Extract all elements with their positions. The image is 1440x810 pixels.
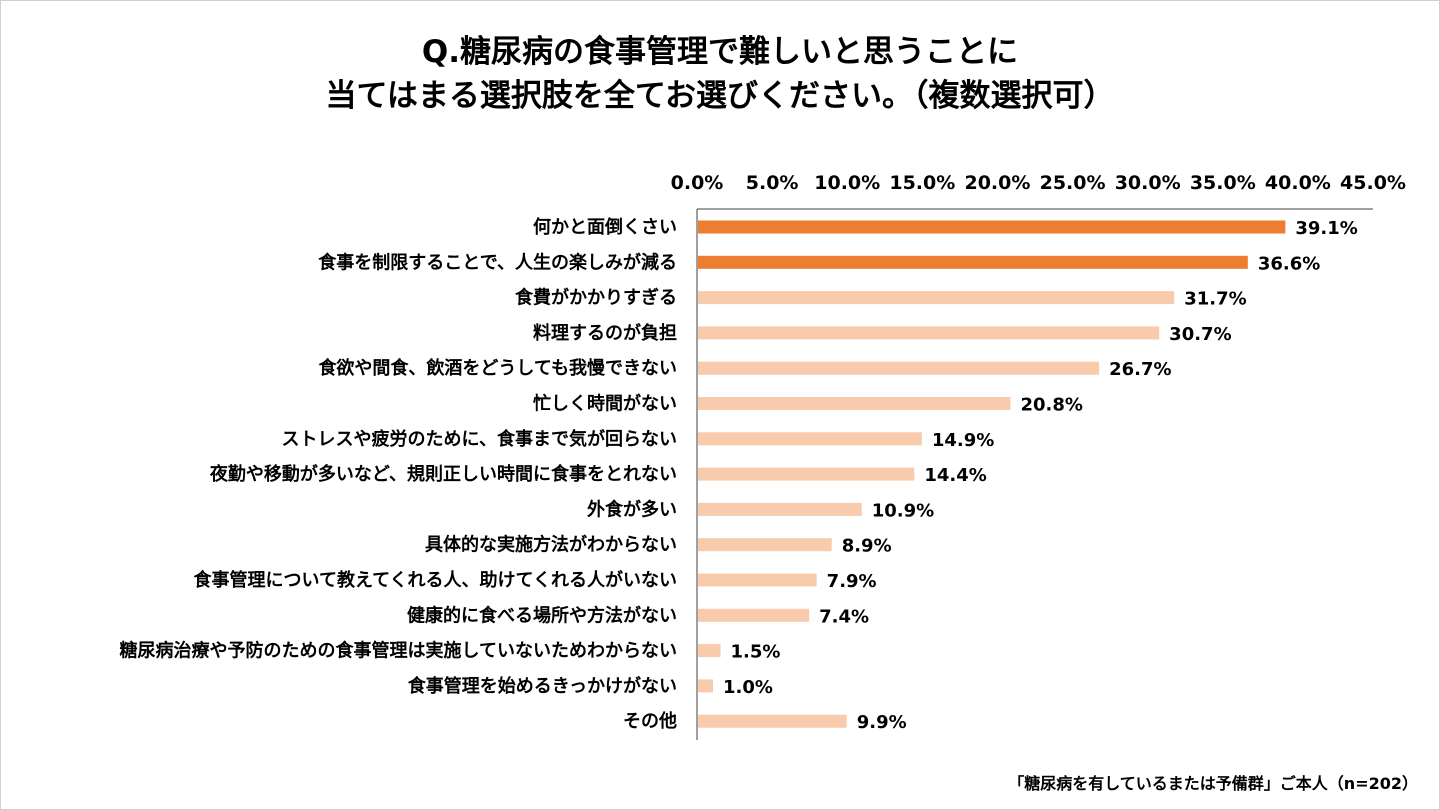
category-label: 忙しく時間がない — [533, 393, 677, 415]
bar — [698, 255, 1248, 269]
value-label: 30.7% — [1169, 324, 1231, 345]
category-label: 具体的な実施方法がわからない — [425, 534, 677, 556]
value-label: 7.9% — [827, 571, 877, 592]
value-label: 1.0% — [723, 677, 773, 698]
category-label: 何かと面倒くさい — [533, 216, 677, 238]
value-label: 9.9% — [857, 712, 907, 733]
bar — [698, 361, 1100, 375]
bar — [698, 573, 817, 587]
bar — [698, 679, 714, 693]
category-label: 外食が多い — [587, 498, 677, 520]
bar — [698, 432, 922, 446]
value-label: 1.5% — [731, 642, 781, 663]
category-label: 料理するのが負担 — [533, 322, 677, 344]
value-label: 10.9% — [872, 500, 934, 521]
value-label: 36.6% — [1258, 253, 1320, 274]
category-label: 食欲や間食、飲酒をどうしても我慢できない — [317, 357, 677, 379]
x-tick-label: 5.0% — [746, 172, 799, 194]
bar — [698, 644, 721, 658]
title-line-1: Q.糖尿病の食事管理で難しいと思うことに — [421, 34, 1019, 70]
x-tick-label: 30.0% — [1115, 172, 1181, 194]
x-tick-label: 0.0% — [671, 172, 724, 194]
value-label: 26.7% — [1109, 359, 1171, 380]
bar — [698, 467, 915, 481]
value-label: 7.4% — [819, 606, 869, 627]
value-label: 20.8% — [1020, 395, 1082, 416]
x-tick-label: 40.0% — [1265, 172, 1331, 194]
x-tick-label: 10.0% — [814, 172, 880, 194]
title-line-2: 当てはまる選択肢を全てお選びください。（複数選択可） — [325, 78, 1115, 114]
bar — [698, 326, 1160, 340]
chart-title: Q.糖尿病の食事管理で難しいと思うことに 当てはまる選択肢を全てお選びください。… — [0, 30, 1440, 118]
bar — [698, 608, 810, 622]
bar — [698, 291, 1175, 305]
x-tick-label: 35.0% — [1190, 172, 1256, 194]
bar — [698, 220, 1286, 234]
category-label: 糖尿病治療や予防のための食事管理は実施していないためわからない — [120, 640, 677, 662]
value-label: 39.1% — [1295, 218, 1357, 239]
category-label: 食事を制限することで、人生の楽しみが減る — [317, 251, 677, 273]
category-label: 食事管理を始めるきっかけがない — [407, 675, 677, 697]
value-label: 31.7% — [1184, 289, 1246, 310]
category-label: 健康的に食べる場所や方法がない — [407, 604, 677, 626]
category-label: 夜勤や移動が多いなど、規則正しい時間に食事をとれない — [209, 463, 677, 485]
bar — [698, 714, 847, 728]
x-tick-label: 20.0% — [964, 172, 1030, 194]
bar — [698, 397, 1011, 410]
category-label: 食事管理について教えてくれる人、助けてくれる人がいない — [193, 569, 677, 591]
value-label: 8.9% — [842, 536, 892, 557]
category-label: ストレスや疲労のために、食事まで気が回らない — [282, 428, 677, 450]
sample-footnote: 「糖尿病を有しているまたは予備群」ご本人（n=202） — [1008, 774, 1418, 793]
category-label: 食費がかかりすぎる — [514, 287, 677, 309]
category-label: その他 — [623, 710, 677, 732]
value-label: 14.4% — [924, 465, 986, 486]
bar — [698, 502, 862, 516]
bar — [698, 538, 832, 552]
x-tick-label: 25.0% — [1040, 172, 1106, 194]
x-tick-label: 45.0% — [1340, 172, 1406, 194]
value-label: 14.9% — [932, 430, 994, 451]
x-tick-label: 15.0% — [889, 172, 955, 194]
